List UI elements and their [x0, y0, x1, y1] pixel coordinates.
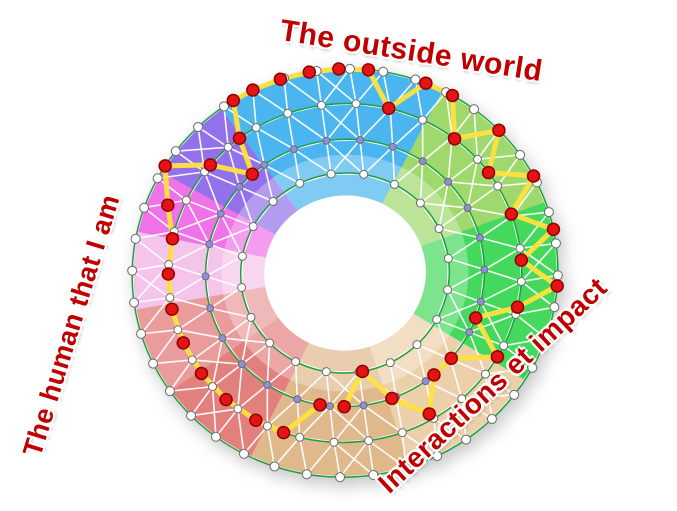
torus-group: [127, 62, 564, 483]
red-nodes-layer: [158, 62, 564, 440]
sector-pink-light: [132, 231, 266, 310]
donut-hole: [264, 195, 426, 351]
